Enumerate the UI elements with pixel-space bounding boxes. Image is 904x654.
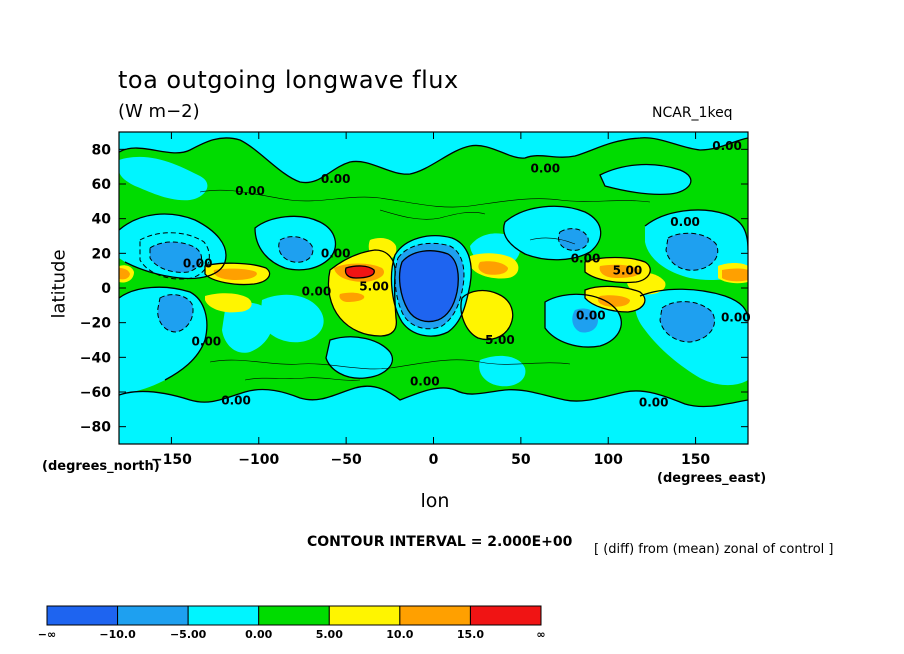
- x-tick-label: 50: [511, 452, 531, 468]
- colorbar-swatch: [117, 605, 189, 626]
- contour-label: 5.00: [359, 279, 389, 293]
- contour-label: 0.00: [531, 161, 561, 175]
- region-cyan: [119, 386, 748, 444]
- y-tick-label: 60: [92, 177, 112, 193]
- y-tick-label: −80: [80, 420, 111, 436]
- y-tick-label: 40: [92, 212, 112, 228]
- x-tick-label: −150: [151, 452, 192, 468]
- region-red: [345, 265, 375, 278]
- region-orange: [598, 295, 630, 307]
- contour-label: 0.00: [321, 246, 351, 260]
- region-orange: [119, 268, 130, 280]
- contour-label: 0.00: [321, 172, 351, 186]
- contour-label: 0.00: [721, 310, 751, 324]
- colorbar-label: 0.00: [245, 628, 272, 641]
- x-axis-units: (degrees_east): [657, 471, 767, 486]
- y-tick-label: −40: [80, 350, 111, 366]
- region-blue: [157, 294, 194, 332]
- region-deep-blue: [399, 250, 459, 322]
- colorbar-swatch: [469, 605, 542, 626]
- contour-labels: 0.00 0.00 0.00 0.00 0.00 0.00 0.00 0.00 0.00 0.00…: [183, 139, 751, 410]
- contour-label: 0.00: [235, 184, 265, 198]
- contour-label: 0.00: [712, 139, 742, 153]
- x-axis-title: lon: [420, 490, 450, 512]
- colorbar-swatch: [399, 605, 471, 626]
- region-yellow: [205, 293, 252, 313]
- region-yellow: [460, 290, 513, 340]
- region-blue: [150, 242, 202, 273]
- region-cyan: [600, 164, 691, 195]
- contour-interval: CONTOUR INTERVAL = 2.000E+00: [307, 534, 573, 550]
- model-label: NCAR_1keq: [652, 105, 733, 121]
- region-orange: [213, 268, 257, 280]
- contour-label: 0.00: [183, 257, 213, 271]
- region-orange: [478, 261, 508, 275]
- colorbar-swatch: [328, 605, 401, 626]
- difference-note: [ (diff) from (mean) zonal of control ]: [594, 542, 834, 557]
- contour-lines-negative: [139, 228, 719, 343]
- region-cyan: [119, 156, 208, 201]
- colorbar-swatch: [258, 605, 330, 626]
- contour-label: 0.00: [639, 395, 669, 409]
- region-blue: [278, 236, 313, 263]
- region-cyan: [326, 336, 393, 379]
- y-axis: 80 60 40 20 0 −20 −40 −60 −80: [80, 142, 748, 436]
- y-axis-title: latitude: [48, 249, 70, 319]
- contour-label: 0.00: [221, 394, 251, 408]
- region-cyan: [260, 294, 324, 343]
- x-tick-label: −100: [238, 452, 279, 468]
- colorbar-label: 15.0: [457, 628, 484, 641]
- contour-label: 0.00: [670, 215, 700, 229]
- region-cyan: [222, 302, 273, 353]
- contour-label: 0.00: [571, 252, 601, 266]
- contour-label: 0.00: [302, 284, 332, 298]
- colorbar-label: 5.00: [316, 628, 343, 641]
- region-yellow: [626, 272, 666, 295]
- y-tick-label: −20: [80, 316, 111, 332]
- colorbar-label: 10.0: [386, 628, 413, 641]
- y-tick-label: 20: [92, 246, 112, 262]
- region-orange: [722, 268, 748, 282]
- contour-label: 5.00: [613, 264, 643, 278]
- contour-label: 0.00: [410, 375, 440, 389]
- y-axis-units: (degrees_north): [42, 459, 160, 474]
- contour-lines-thin: [199, 189, 651, 381]
- region-orange: [339, 292, 365, 302]
- chart-units: (W m−2): [118, 101, 200, 122]
- region-blue: [660, 301, 715, 342]
- colorbar: −∞ −10.0 −5.00 0.00 5.00 10.0 15.0 ∞: [38, 605, 546, 641]
- x-tick-label: 150: [681, 452, 710, 468]
- y-tick-label: 80: [92, 142, 112, 158]
- y-tick-label: −60: [80, 385, 111, 401]
- contour-lines: [119, 137, 748, 408]
- contour-label: 5.00: [485, 333, 515, 347]
- region-cyan: [119, 132, 748, 183]
- x-tick-label: 100: [594, 452, 623, 468]
- region-blue: [666, 233, 718, 271]
- x-tick-label: 0: [429, 452, 439, 468]
- x-tick-label: −50: [331, 452, 362, 468]
- contour-label: 0.00: [576, 309, 606, 323]
- colorbar-label: −10.0: [99, 628, 136, 641]
- region-blue: [572, 308, 598, 333]
- colorbar-swatch: [46, 605, 119, 626]
- y-tick-label: 0: [101, 281, 111, 297]
- colorbar-label: −∞: [38, 628, 56, 641]
- colorbar-swatch: [187, 605, 260, 626]
- colorbar-label: ∞: [536, 628, 545, 641]
- contour-field: [119, 132, 748, 444]
- x-axis: −150 −100 −50 0 50 100 150: [151, 132, 710, 468]
- contour-label: 0.00: [192, 335, 222, 349]
- colorbar-label: −5.00: [170, 628, 207, 641]
- region-blue: [558, 228, 589, 251]
- chart-title: toa outgoing longwave flux: [118, 66, 459, 94]
- region-orange: [599, 264, 641, 278]
